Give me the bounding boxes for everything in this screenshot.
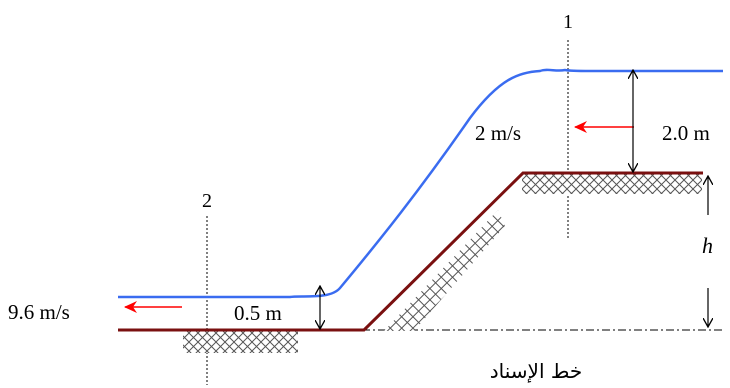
water-surface bbox=[118, 68, 723, 299]
velocity-label-downstream: 9.6 m/s bbox=[8, 300, 70, 324]
section-label-2: 2 bbox=[202, 190, 212, 212]
datum-label: خط الإسناد bbox=[490, 359, 582, 383]
ground-hatch-slope bbox=[384, 210, 505, 331]
channel-bed bbox=[118, 171, 703, 332]
depth-label-downstream: 0.5 m bbox=[234, 301, 282, 325]
velocity-label-upstream: 2 m/s bbox=[475, 121, 521, 145]
step-height-label: h bbox=[702, 233, 713, 258]
depth-label-upstream: 2.0 m bbox=[662, 121, 710, 145]
ground-hatch-upstream bbox=[522, 174, 702, 194]
ground-hatch-downstream bbox=[183, 331, 298, 353]
section-label-1: 1 bbox=[563, 11, 573, 33]
